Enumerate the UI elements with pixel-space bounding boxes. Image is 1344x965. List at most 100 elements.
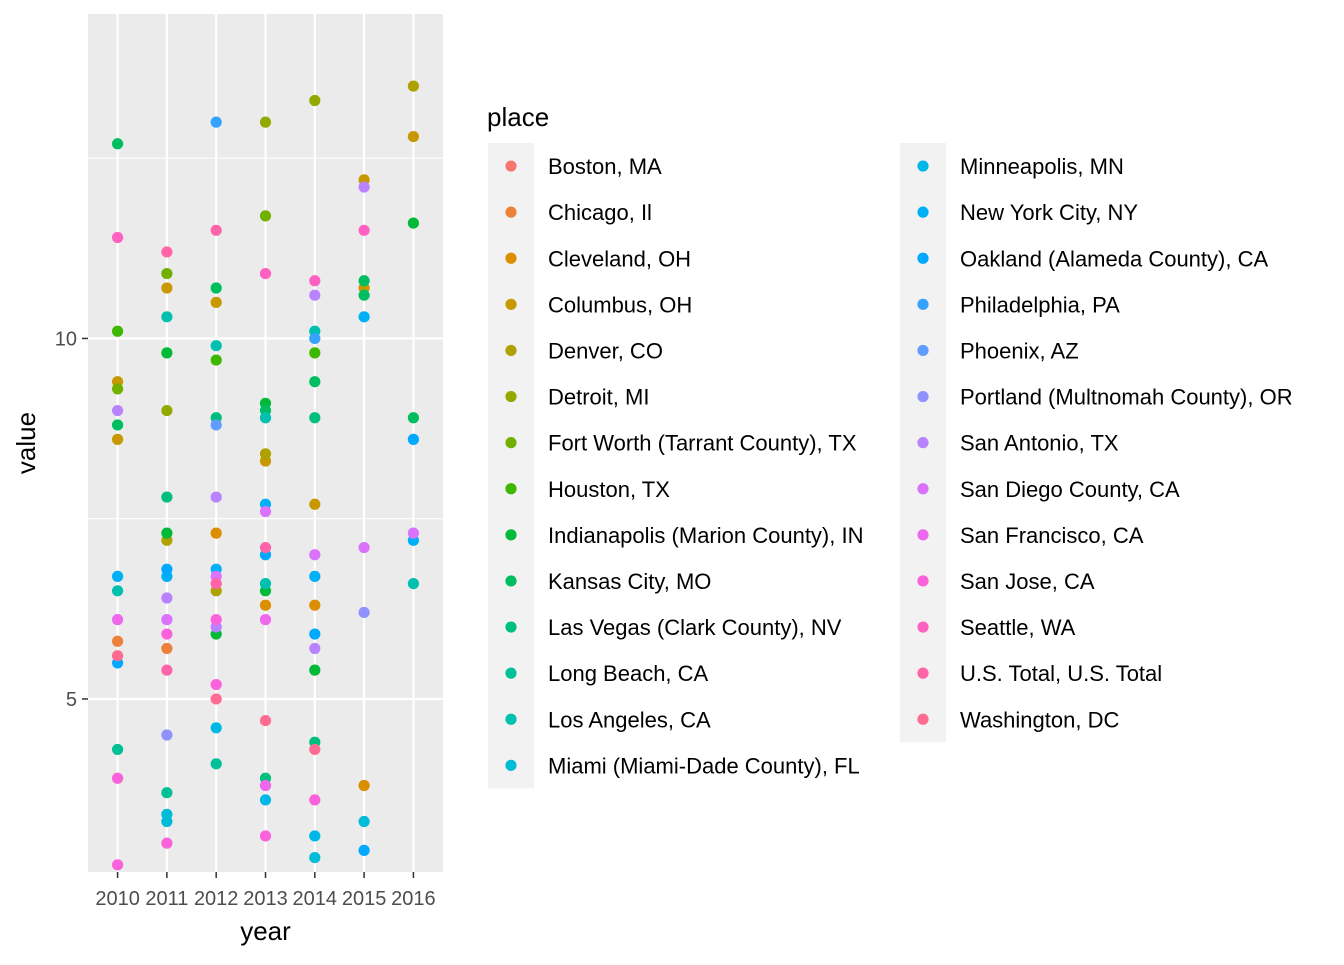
legend-label: Indianapolis (Marion County), IN [548, 523, 863, 548]
legend-label: Columbus, OH [548, 292, 692, 317]
data-point [210, 340, 222, 352]
data-point [161, 563, 173, 575]
data-point [161, 311, 173, 323]
data-point [259, 448, 272, 460]
legend-label: Minneapolis, MN [960, 154, 1124, 179]
data-point [259, 116, 272, 128]
data-point [309, 851, 321, 864]
legend-key [917, 483, 929, 495]
data-point [259, 794, 272, 806]
data-point [210, 722, 222, 734]
data-point [111, 614, 124, 626]
x-tick-label: 2011 [145, 888, 188, 910]
x-tick-label: 2012 [194, 888, 239, 910]
data-point [111, 585, 124, 597]
data-point [111, 570, 124, 582]
x-tick-label: 2016 [391, 888, 436, 910]
data-point [259, 599, 272, 611]
y-tick-label: 5 [66, 689, 77, 711]
legend-label: Oakland (Alameda County), CA [960, 246, 1268, 271]
legend-label: Los Angeles, CA [548, 707, 711, 732]
data-point [407, 130, 420, 143]
legend-label: Long Beach, CA [548, 661, 709, 686]
data-point [111, 138, 124, 150]
points [111, 80, 420, 871]
legend-key [505, 206, 517, 218]
legend-label: Las Vegas (Clark County), NV [548, 615, 842, 640]
y-axis-title: value [11, 412, 41, 474]
data-point [309, 289, 321, 301]
data-point [111, 743, 124, 756]
data-point [259, 541, 272, 554]
legend-key [505, 575, 517, 587]
data-point [259, 267, 272, 280]
legend-key [505, 298, 517, 310]
data-point [309, 376, 321, 388]
data-point [259, 505, 272, 518]
legend-label: Houston, TX [548, 477, 670, 502]
data-point [210, 693, 222, 705]
data-point [210, 758, 222, 770]
data-point [407, 80, 420, 92]
data-point [309, 599, 321, 611]
data-point [309, 570, 321, 582]
legend-label: Seattle, WA [960, 615, 1076, 640]
data-point [309, 498, 321, 510]
legend-key-background [488, 143, 534, 789]
data-point [259, 614, 272, 626]
data-point [309, 628, 321, 640]
legend-key [917, 621, 929, 633]
data-point [259, 779, 272, 792]
data-point [161, 267, 173, 280]
data-point [259, 714, 272, 727]
data-point [111, 772, 124, 784]
legend-label: San Jose, CA [960, 569, 1095, 594]
data-point [161, 837, 173, 849]
data-point [111, 404, 124, 417]
legend-key [505, 437, 517, 449]
data-point [161, 614, 173, 626]
legend-label: Philadelphia, PA [960, 292, 1120, 317]
legend-key [505, 252, 517, 264]
legend-key [505, 759, 517, 771]
x-tick-label: 2013 [243, 888, 288, 910]
data-point [259, 412, 272, 424]
legend-key [505, 160, 517, 172]
legend-key [917, 206, 929, 218]
data-point [309, 275, 321, 287]
legend-label: New York City, NY [960, 200, 1138, 225]
legend-label: Cleveland, OH [548, 246, 691, 271]
y-tick-label: 10 [55, 328, 77, 350]
data-point [111, 859, 124, 871]
data-point [111, 231, 124, 244]
legend-key [505, 344, 517, 357]
legend-key [505, 621, 517, 633]
data-point [210, 678, 222, 691]
legend-key [505, 483, 517, 495]
data-point [111, 383, 124, 395]
data-point [161, 664, 173, 676]
x-tick-label: 2014 [293, 888, 338, 910]
data-point [111, 650, 124, 662]
data-point [161, 729, 173, 741]
data-point [161, 527, 173, 539]
data-point [309, 664, 321, 676]
legend-key [917, 575, 929, 587]
legend: Boston, MA Chicago, Il Cleveland, OH Columb… [488, 143, 1293, 789]
legend-key [505, 390, 517, 403]
data-point [358, 541, 370, 554]
data-point [111, 433, 124, 445]
data-point [111, 635, 124, 647]
legend-key [917, 252, 929, 264]
legend-title: place [487, 102, 549, 132]
data-point [111, 325, 124, 337]
x-tick-label: 2015 [342, 888, 387, 910]
legend-label: San Antonio, TX [960, 431, 1119, 456]
data-point [161, 404, 173, 417]
data-point [309, 347, 321, 359]
legend-key [505, 529, 517, 541]
data-point [161, 246, 173, 258]
data-point [210, 419, 222, 431]
data-point [161, 491, 173, 503]
